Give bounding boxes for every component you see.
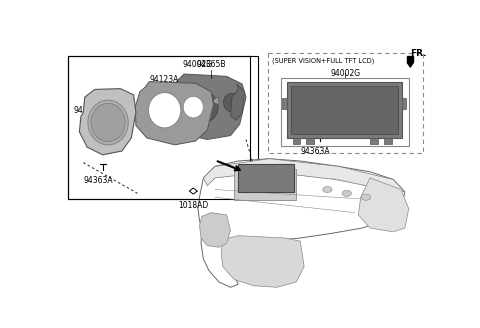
Bar bbox=[234, 169, 296, 199]
Bar bbox=[68, 56, 258, 199]
Ellipse shape bbox=[183, 96, 204, 118]
Text: 94002G: 94002G bbox=[183, 60, 213, 69]
Polygon shape bbox=[198, 159, 405, 287]
Ellipse shape bbox=[323, 186, 332, 193]
Polygon shape bbox=[221, 236, 304, 287]
Bar bbox=[402, 98, 407, 110]
Text: (SUPER VISION+FULL TFT LCD): (SUPER VISION+FULL TFT LCD) bbox=[272, 57, 374, 64]
Text: 94123A: 94123A bbox=[149, 75, 179, 84]
Text: FR.: FR. bbox=[410, 49, 427, 58]
Bar bbox=[282, 98, 287, 110]
Text: 1018AD: 1018AD bbox=[178, 201, 208, 210]
Ellipse shape bbox=[91, 103, 125, 142]
Polygon shape bbox=[79, 89, 136, 155]
Ellipse shape bbox=[361, 194, 371, 200]
Bar bbox=[287, 82, 402, 138]
Polygon shape bbox=[167, 74, 246, 139]
Ellipse shape bbox=[189, 92, 218, 123]
Bar bbox=[306, 138, 314, 144]
Bar bbox=[281, 78, 409, 146]
Polygon shape bbox=[230, 84, 244, 120]
Bar bbox=[291, 86, 398, 134]
Text: 94360G: 94360G bbox=[74, 106, 104, 115]
Ellipse shape bbox=[88, 100, 128, 145]
Text: 94002G: 94002G bbox=[330, 69, 360, 78]
Polygon shape bbox=[135, 82, 214, 145]
Text: 94365B: 94365B bbox=[196, 60, 226, 69]
Text: 94363A: 94363A bbox=[301, 147, 331, 156]
Ellipse shape bbox=[342, 190, 351, 196]
Bar bbox=[292, 138, 300, 144]
Ellipse shape bbox=[148, 92, 181, 128]
Ellipse shape bbox=[224, 93, 240, 112]
Bar bbox=[384, 138, 392, 144]
Bar bbox=[370, 138, 378, 144]
Polygon shape bbox=[200, 213, 230, 247]
Text: 94363A: 94363A bbox=[84, 176, 114, 185]
Polygon shape bbox=[407, 56, 413, 62]
Polygon shape bbox=[130, 110, 135, 120]
Polygon shape bbox=[204, 159, 405, 192]
Polygon shape bbox=[190, 188, 197, 194]
Bar bbox=[268, 53, 423, 153]
Polygon shape bbox=[407, 62, 413, 67]
Polygon shape bbox=[359, 178, 409, 232]
Polygon shape bbox=[214, 97, 219, 105]
Bar bbox=[238, 164, 294, 192]
